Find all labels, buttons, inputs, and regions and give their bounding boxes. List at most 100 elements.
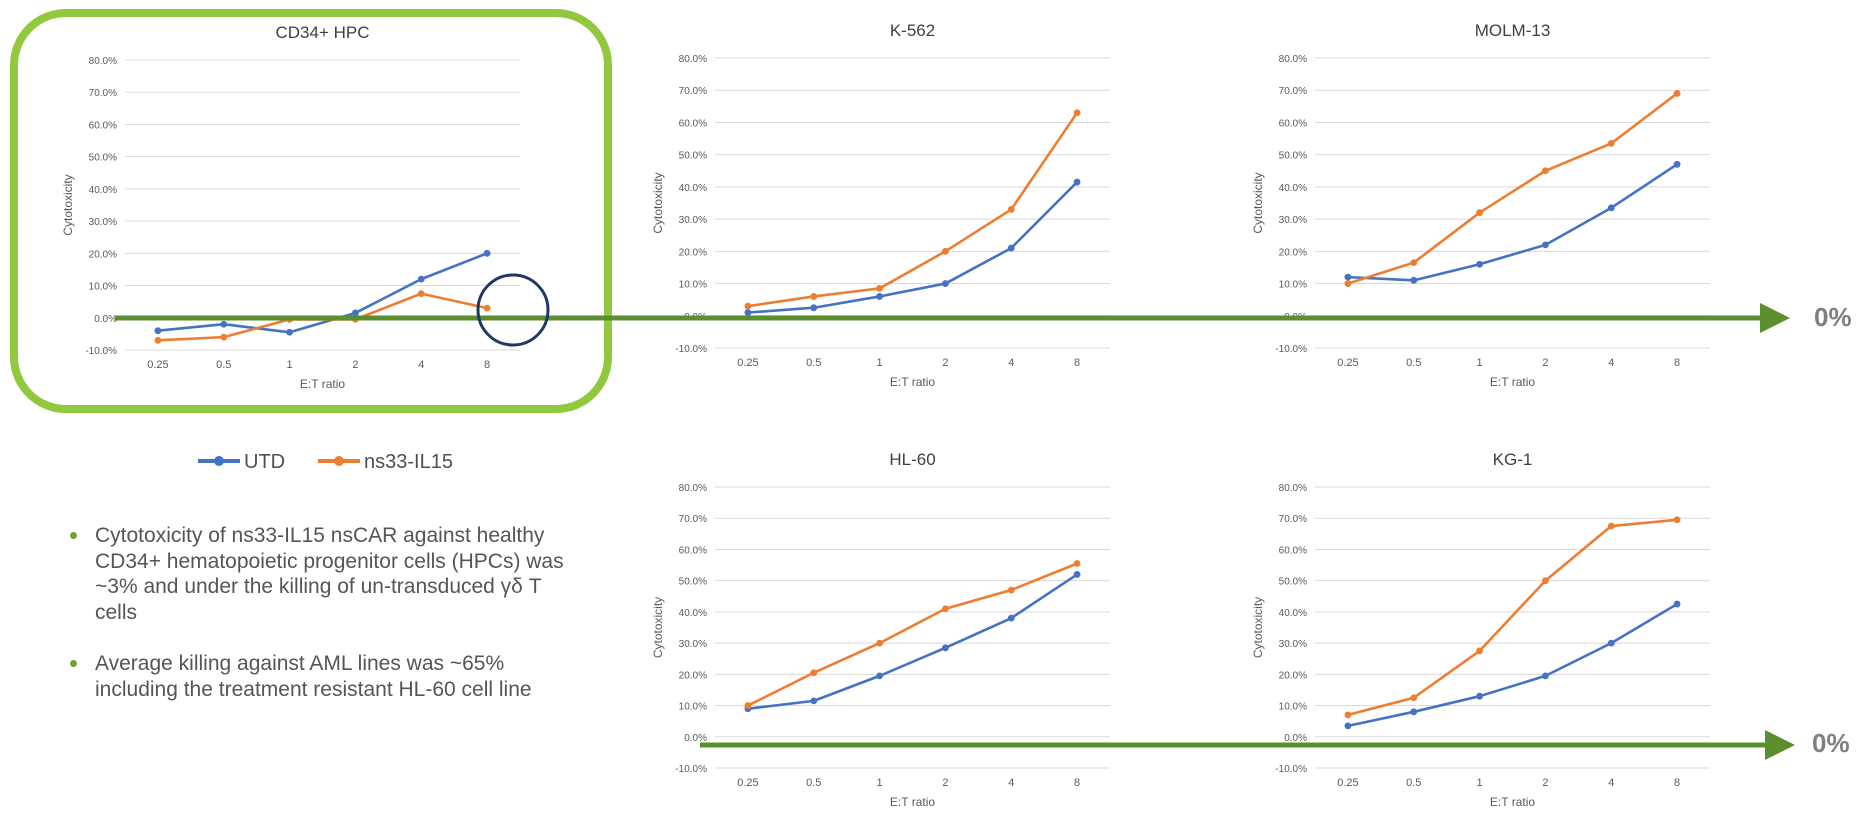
data-point-ns33-il15	[1673, 90, 1681, 97]
x-tick-label: 0.5	[806, 357, 821, 369]
data-point-ns33-il15	[942, 247, 949, 255]
bullet-dot-icon	[70, 660, 77, 667]
y-tick-label: 40.0%	[89, 185, 117, 196]
y-tick-label: 0.0%	[684, 733, 707, 744]
chart-hl60: HL-60 -10.0% 0.0% 10.0% 20.0% 30.0% 40.0% 50.0%…	[651, 450, 1110, 809]
series-line-ns33-il15	[1347, 518, 1678, 717]
data-point-utd	[1607, 204, 1615, 212]
data-point-ns33-il15	[1476, 647, 1483, 655]
x-tick-label: 4	[1008, 777, 1014, 789]
highlight-circle	[476, 273, 550, 347]
data-point-utd	[876, 672, 883, 680]
y-tick-label: 30.0%	[1279, 215, 1307, 226]
x-tick-label: 4	[1608, 777, 1614, 789]
y-tick-label: 70.0%	[679, 86, 707, 97]
x-tick-label: 0.5	[806, 777, 821, 789]
chart-title: K-562	[890, 21, 935, 40]
y-tick-label: 40.0%	[679, 183, 707, 194]
y-tick-label: 70.0%	[1279, 514, 1307, 525]
x-axis-label: E:T ratio	[1490, 795, 1535, 809]
data-point-ns33-il15	[1073, 109, 1081, 117]
y-tick-label: -10.0%	[1275, 344, 1307, 355]
legend-utd-label: UTD	[244, 451, 285, 473]
data-point-ns33-il15	[417, 290, 425, 298]
y-axis-label: Cytotoxicity	[651, 172, 665, 233]
y-tick-label: 50.0%	[679, 577, 707, 588]
chart-title: HL-60	[889, 450, 935, 469]
x-tick-label: 8	[1674, 357, 1680, 369]
bullet-text: Average killing against AML lines was ~6…	[95, 652, 532, 701]
x-tick-label: 4	[1608, 357, 1614, 369]
highlight-box	[10, 9, 612, 413]
series-line-ns33-il15	[747, 562, 1078, 707]
x-tick-label: 1	[1477, 777, 1483, 789]
series-line-utd	[747, 181, 1079, 314]
data-point-utd	[1542, 241, 1549, 249]
x-tick-label: 0.5	[216, 359, 231, 371]
y-tick-label: 10.0%	[679, 702, 707, 713]
x-tick-label: 0.25	[737, 777, 758, 789]
y-axis-label: Cytotoxicity	[1251, 172, 1265, 233]
y-tick-label: 70.0%	[89, 88, 117, 99]
bullet-item: Cytotoxicity of ns33-IL15 nsCAR against …	[68, 523, 568, 625]
data-point-utd	[1344, 722, 1352, 730]
y-tick-label: 0.0%	[94, 314, 117, 325]
bullet-text: Cytotoxicity of ns33-IL15 nsCAR against …	[95, 524, 564, 624]
data-point-utd	[1410, 708, 1418, 716]
y-tick-label: 20.0%	[679, 247, 707, 258]
y-tick-label: 60.0%	[89, 120, 117, 131]
y-tick-label: -10.0%	[85, 346, 117, 357]
x-tick-label: 0.5	[1406, 777, 1421, 789]
x-tick-label: 2	[1542, 357, 1548, 369]
x-tick-label: 8	[1674, 777, 1680, 789]
data-point-utd	[1476, 692, 1483, 700]
data-point-utd	[1410, 276, 1418, 284]
y-tick-label: 60.0%	[1279, 118, 1307, 129]
y-tick-label: 80.0%	[679, 483, 707, 494]
data-point-utd	[942, 644, 949, 652]
x-tick-label: 2	[1542, 777, 1548, 789]
y-tick-label: -10.0%	[675, 764, 707, 775]
legend-utd-marker	[214, 456, 224, 466]
data-point-ns33-il15	[1542, 167, 1549, 175]
y-tick-label: 50.0%	[89, 153, 117, 164]
data-point-utd	[352, 309, 359, 317]
y-tick-label: 80.0%	[1279, 54, 1307, 65]
data-point-utd	[1673, 600, 1681, 608]
zero-percent-label-top: 0%	[1814, 302, 1852, 332]
data-point-utd	[1607, 639, 1615, 647]
data-point-ns33-il15	[1344, 280, 1352, 287]
y-tick-label: 50.0%	[679, 151, 707, 162]
series-line-utd	[747, 573, 1078, 710]
x-axis-label: E:T ratio	[890, 375, 935, 389]
y-tick-label: 80.0%	[679, 54, 707, 65]
data-point-utd	[1344, 273, 1352, 281]
y-axis-label: Cytotoxicity	[1251, 597, 1265, 658]
x-tick-label: 4	[1008, 357, 1014, 369]
x-tick-label: 1	[287, 359, 293, 371]
series-line-utd	[1347, 602, 1678, 728]
data-point-ns33-il15	[1344, 711, 1352, 719]
data-point-ns33-il15	[810, 293, 818, 300]
y-tick-label: 70.0%	[679, 514, 707, 525]
y-tick-label: 20.0%	[1279, 247, 1307, 258]
series-line-utd	[157, 252, 488, 334]
y-tick-label: 80.0%	[89, 56, 117, 67]
series-line-ns33-il15	[747, 112, 1079, 308]
data-point-ns33-il15	[810, 669, 818, 677]
x-tick-label: 2	[352, 359, 358, 371]
data-point-ns33-il15	[1673, 516, 1681, 524]
data-point-ns33-il15	[876, 639, 883, 647]
data-point-ns33-il15	[942, 605, 949, 613]
y-tick-label: 20.0%	[1279, 670, 1307, 681]
data-point-utd	[1073, 178, 1081, 186]
x-tick-label: 8	[1074, 357, 1080, 369]
y-tick-label: 30.0%	[679, 215, 707, 226]
data-point-utd	[942, 280, 949, 287]
data-point-ns33-il15	[1073, 560, 1081, 567]
data-point-utd	[1542, 672, 1549, 680]
data-point-utd	[810, 304, 818, 312]
x-tick-label: 0.25	[1337, 357, 1358, 369]
bullet-dot-icon	[70, 532, 77, 539]
y-tick-label: 70.0%	[1279, 86, 1307, 97]
